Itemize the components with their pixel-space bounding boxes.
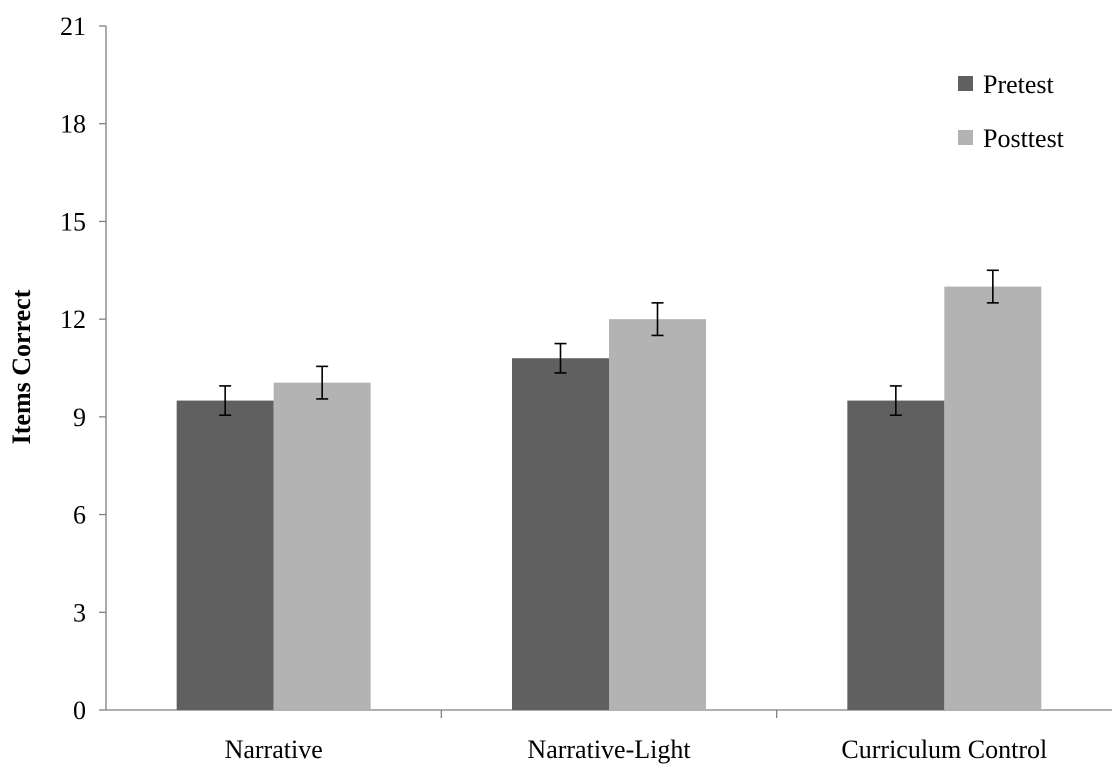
- legend-swatch-pretest: [958, 76, 973, 91]
- legend-swatch-posttest: [958, 130, 973, 145]
- y-tick-label: 3: [73, 598, 86, 627]
- y-tick-label: 9: [73, 403, 86, 432]
- y-tick-label: 18: [60, 110, 86, 139]
- y-tick-label: 21: [60, 12, 86, 41]
- bar-posttest: [609, 319, 706, 710]
- y-tick-label: 0: [73, 696, 86, 725]
- y-tick-label: 6: [73, 501, 86, 530]
- plot-area: 0 3 6 9 12 15 18 21 Narrative Narrative-Light Curr…: [60, 12, 1112, 764]
- bar-pretest: [176, 400, 274, 710]
- legend-label: Pretest: [983, 70, 1055, 99]
- x-category-label: Curriculum Control: [841, 735, 1047, 764]
- y-tick-label: 12: [60, 305, 86, 334]
- x-category-label: Narrative: [225, 735, 323, 764]
- x-category-label: Narrative-Light: [527, 735, 691, 764]
- bar-pretest: [512, 358, 609, 710]
- bar-pretest: [847, 400, 945, 710]
- y-tick-label: 15: [60, 207, 86, 236]
- bar-posttest: [944, 286, 1042, 710]
- legend-label: Posttest: [983, 124, 1065, 153]
- y-axis-title: Items Correct: [7, 289, 36, 444]
- bar-posttest: [273, 382, 371, 710]
